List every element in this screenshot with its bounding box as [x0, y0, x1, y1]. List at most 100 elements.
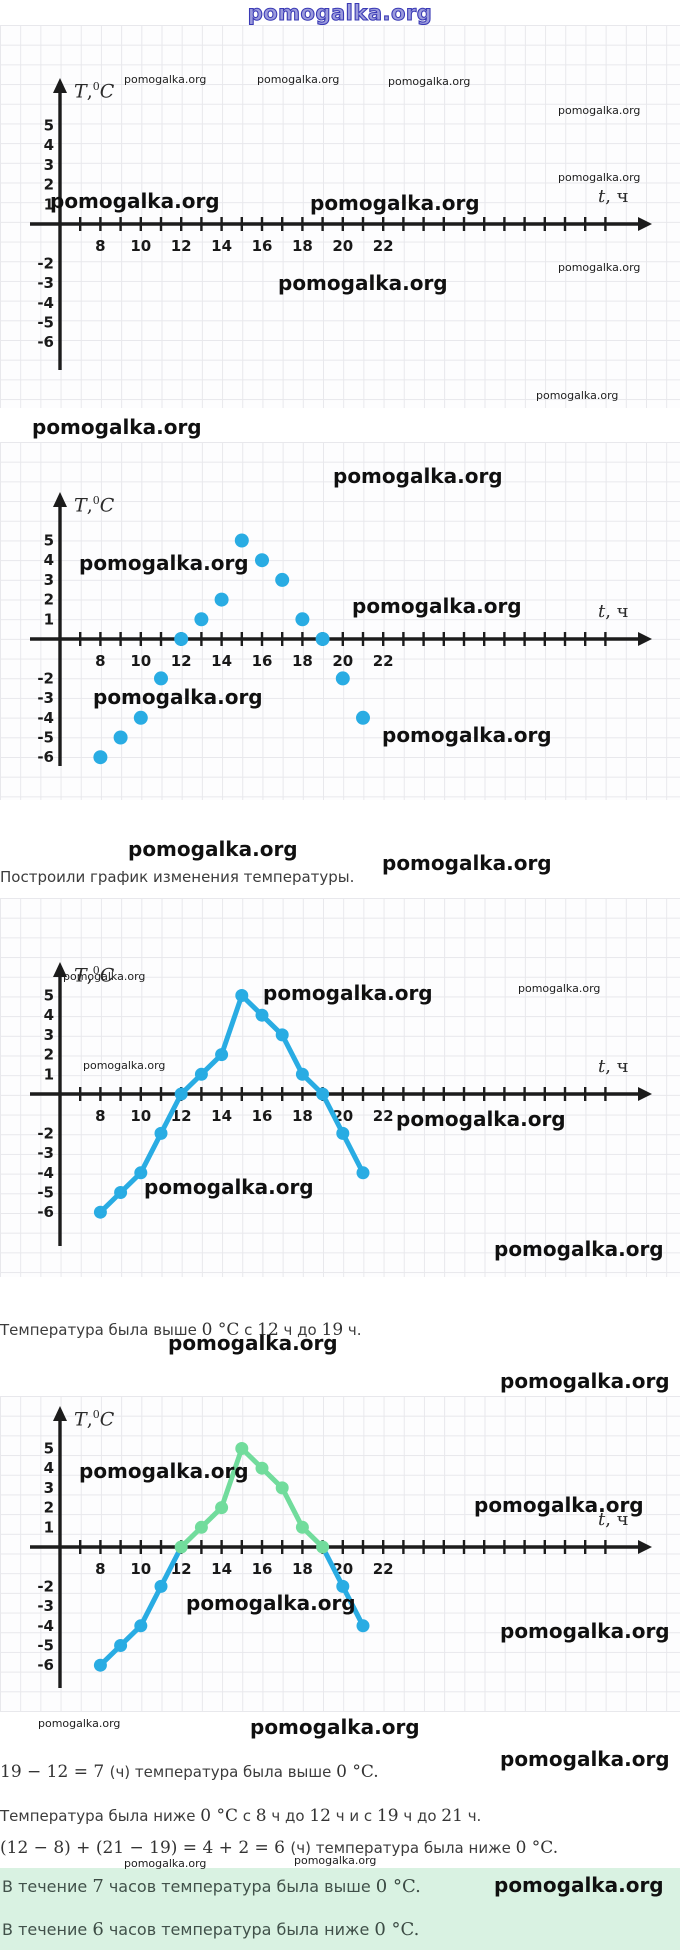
- y-tick-label: -5: [37, 314, 54, 332]
- text-segment: 0 °C.: [374, 1919, 420, 1940]
- data-point: [275, 1481, 289, 1495]
- line-segment: [138, 1130, 164, 1176]
- text-answer-above: В течение 7 часов температура была выше …: [2, 1876, 421, 1897]
- watermark: pomogalka.org: [63, 970, 146, 983]
- data-point: [295, 612, 310, 627]
- watermark: pomogalka.org: [396, 1107, 566, 1131]
- text-segment: 8: [255, 1806, 267, 1826]
- line-segment: [219, 993, 245, 1058]
- text-segment: ч до: [278, 1321, 322, 1339]
- data-point: [255, 553, 269, 568]
- text-calc-below: (12 − 8) + (21 − 19) = 4 + 2 = 6 (ч) тем…: [0, 1838, 558, 1858]
- data-points: [93, 989, 370, 1219]
- data-point: [113, 730, 128, 745]
- x-axis-label: t, ч: [598, 186, 629, 207]
- watermark: pomogalka.org: [494, 1873, 664, 1897]
- x-tick-label: 8: [95, 237, 105, 255]
- line-segment: [340, 1130, 366, 1176]
- line-segment: [279, 1032, 305, 1077]
- data-point: [114, 1186, 128, 1199]
- y-tick-label: -4: [37, 1164, 54, 1182]
- text-segment: ч.: [343, 1321, 362, 1339]
- y-axis-label: T,0C: [74, 80, 115, 103]
- y-tick-label: 4: [44, 551, 54, 569]
- x-tick-label: 20: [332, 652, 353, 670]
- data-point: [255, 1461, 269, 1475]
- y-tick-label: 3: [44, 571, 54, 589]
- x-tick-label: 22: [373, 1107, 394, 1125]
- data-point: [134, 1619, 148, 1633]
- watermark: pomogalka.org: [500, 1619, 670, 1643]
- x-tick-label: 12: [171, 652, 192, 670]
- data-point: [295, 1067, 309, 1081]
- text-segment: Температура была ниже: [0, 1807, 201, 1825]
- watermark: pomogalka.org: [79, 551, 249, 575]
- x-tick-label: 18: [292, 652, 313, 670]
- x-tick-label: 16: [252, 1560, 273, 1578]
- watermark: pomogalka.org: [186, 1591, 356, 1615]
- watermark: pomogalka.org: [124, 73, 207, 86]
- data-point: [275, 572, 290, 587]
- y-tick-label: -5: [37, 729, 54, 747]
- text-segment: 0 °C.: [375, 1876, 421, 1897]
- text-segment: (ч) температура была выше: [109, 1763, 337, 1781]
- x-tick-label: 10: [130, 652, 151, 670]
- text-segment: 12: [257, 1320, 279, 1340]
- text-segment: В течение: [2, 1920, 93, 1939]
- data-point: [316, 1087, 330, 1101]
- data-point: [255, 1008, 269, 1022]
- y-tick-label: -3: [37, 1144, 54, 1162]
- x-axis-label: t, ч: [598, 1056, 629, 1077]
- y-tick-label: 5: [44, 1440, 54, 1458]
- x-tick-label: 10: [130, 1560, 151, 1578]
- y-tick-label: -2: [37, 1124, 54, 1142]
- watermark: pomogalka.org: [38, 1717, 121, 1730]
- data-points: [93, 1442, 370, 1672]
- data-point: [174, 1087, 188, 1101]
- text-segment: 12: [309, 1806, 331, 1826]
- chart-panel-4: 8 10 12 14 16 18 20 22 5 4 3 2 1 -2 -3 -4 -5 -6 T,0C t, ч: [0, 1396, 680, 1712]
- data-point: [114, 1639, 128, 1652]
- line-segment: [158, 1091, 184, 1136]
- line-segment: [219, 1446, 245, 1511]
- y-tick-label: 4: [44, 1459, 54, 1477]
- x-tick-label: 10: [130, 237, 151, 255]
- y-tick-label: 2: [44, 1499, 54, 1517]
- y-tick-label: 5: [44, 117, 54, 135]
- watermark: pomogalka.org: [310, 191, 480, 215]
- watermark: pomogalka.org: [518, 982, 601, 995]
- data-point: [356, 1619, 370, 1633]
- x-tick-label: 22: [373, 1560, 394, 1578]
- data-point: [356, 1166, 370, 1180]
- y-tick-label: 5: [44, 987, 54, 1005]
- watermark: pomogalka.org: [382, 851, 552, 875]
- watermark: pomogalka.org: [124, 1857, 207, 1870]
- watermark: pomogalka.org: [50, 189, 220, 213]
- data-point: [174, 632, 189, 646]
- data-point: [316, 1540, 330, 1554]
- x-tick-label: 14: [211, 652, 232, 670]
- data-point: [336, 1126, 350, 1140]
- watermark: pomogalka.org: [474, 1493, 644, 1517]
- data-point: [93, 750, 108, 765]
- data-point: [154, 1579, 168, 1593]
- watermark: pomogalka.org: [536, 389, 619, 402]
- data-point: [214, 592, 229, 607]
- watermark: pomogalka.org: [333, 464, 503, 488]
- text-segment: 6: [92, 1919, 104, 1940]
- text-segment: Температура была выше: [0, 1321, 202, 1339]
- x-tick-label: 14: [211, 1560, 232, 1578]
- watermark: pomogalka.org: [263, 981, 433, 1005]
- x-tick-label: 18: [292, 1560, 313, 1578]
- watermark: pomogalka.org: [352, 594, 522, 618]
- text-segment: 0 °C.: [336, 1762, 379, 1782]
- text-segment: 19: [376, 1806, 399, 1826]
- data-point: [295, 1520, 309, 1534]
- text-answer-below: В течение 6 часов температура была ниже …: [2, 1919, 419, 1940]
- x-tick-label: 8: [95, 652, 105, 670]
- y-tick-label: 3: [44, 1479, 54, 1497]
- data-point: [235, 989, 249, 1002]
